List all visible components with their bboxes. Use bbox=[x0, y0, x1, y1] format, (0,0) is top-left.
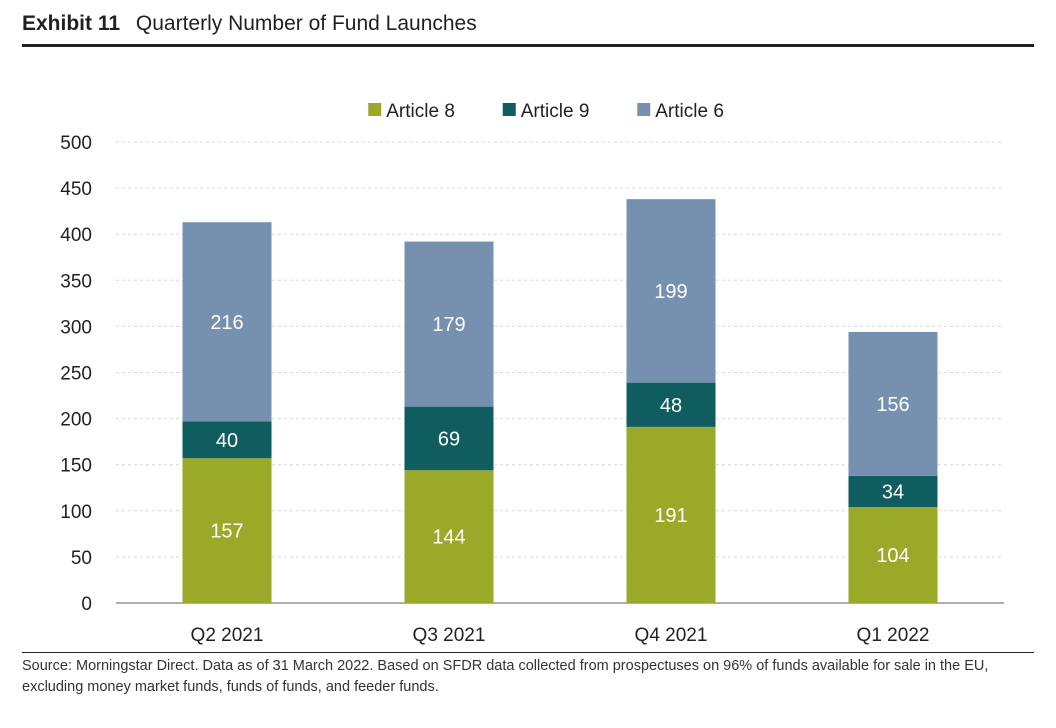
footer-divider bbox=[22, 652, 1034, 653]
y-tick-label: 100 bbox=[60, 502, 92, 523]
data-label: 40 bbox=[216, 430, 238, 452]
bar-segment bbox=[182, 458, 272, 603]
bar-segment bbox=[182, 222, 272, 422]
y-tick-label: 450 bbox=[60, 179, 92, 200]
chart-title: Exhibit 11 Quarterly Number of Fund Laun… bbox=[22, 12, 477, 36]
y-tick-label: 350 bbox=[60, 271, 92, 292]
data-label: 48 bbox=[660, 395, 682, 417]
legend-swatch bbox=[368, 103, 382, 116]
data-label: 69 bbox=[438, 428, 460, 450]
bar-segment bbox=[626, 382, 716, 427]
exhibit-number: Exhibit 11 bbox=[22, 12, 121, 35]
y-tick-label: 300 bbox=[60, 317, 92, 338]
data-label: 104 bbox=[876, 545, 909, 567]
y-tick-label: 150 bbox=[60, 456, 92, 477]
y-tick-label: 250 bbox=[60, 364, 92, 385]
y-tick-label: 200 bbox=[60, 410, 92, 431]
data-label: 191 bbox=[654, 505, 687, 527]
title-divider bbox=[22, 44, 1034, 47]
y-tick-label: 0 bbox=[81, 594, 92, 615]
data-label: 179 bbox=[432, 314, 465, 336]
bar-segment bbox=[404, 406, 494, 471]
x-tick-label: Q4 2021 bbox=[635, 625, 708, 646]
data-label: 156 bbox=[876, 394, 909, 416]
bar-segment bbox=[626, 426, 716, 603]
source-note: Source: Morningstar Direct. Data as of 3… bbox=[22, 658, 989, 695]
data-label: 34 bbox=[882, 481, 904, 503]
data-label: 216 bbox=[210, 312, 243, 334]
bar-segment bbox=[404, 241, 494, 407]
bar-segment bbox=[182, 421, 272, 459]
legend-swatch bbox=[637, 103, 651, 116]
bar-segment bbox=[404, 470, 494, 603]
x-tick-label: Q1 2022 bbox=[857, 625, 930, 646]
bar-segment bbox=[626, 199, 716, 383]
bar-segment bbox=[848, 475, 938, 508]
legend-swatch bbox=[502, 103, 516, 116]
x-tick-label: Q3 2021 bbox=[413, 625, 486, 646]
bar-segment bbox=[848, 507, 938, 603]
exhibit-title: Quarterly Number of Fund Launches bbox=[135, 12, 477, 35]
y-tick-label: 400 bbox=[60, 225, 92, 246]
legend-label: Article 6 bbox=[655, 101, 724, 122]
stacked-bar-chart: 0 50 100 150 200 250 300 350 400 450 500 157 40 216 Q2… bbox=[60, 101, 1004, 646]
x-tick-label: Q2 2021 bbox=[191, 625, 264, 646]
data-label: 144 bbox=[432, 527, 465, 549]
legend-label: Article 9 bbox=[521, 101, 590, 122]
data-label: 199 bbox=[654, 281, 687, 303]
y-tick-label: 500 bbox=[60, 133, 92, 154]
bar-segment bbox=[848, 331, 938, 476]
legend-label: Article 8 bbox=[386, 101, 455, 122]
data-label: 157 bbox=[210, 521, 243, 543]
y-tick-label: 50 bbox=[71, 548, 92, 569]
